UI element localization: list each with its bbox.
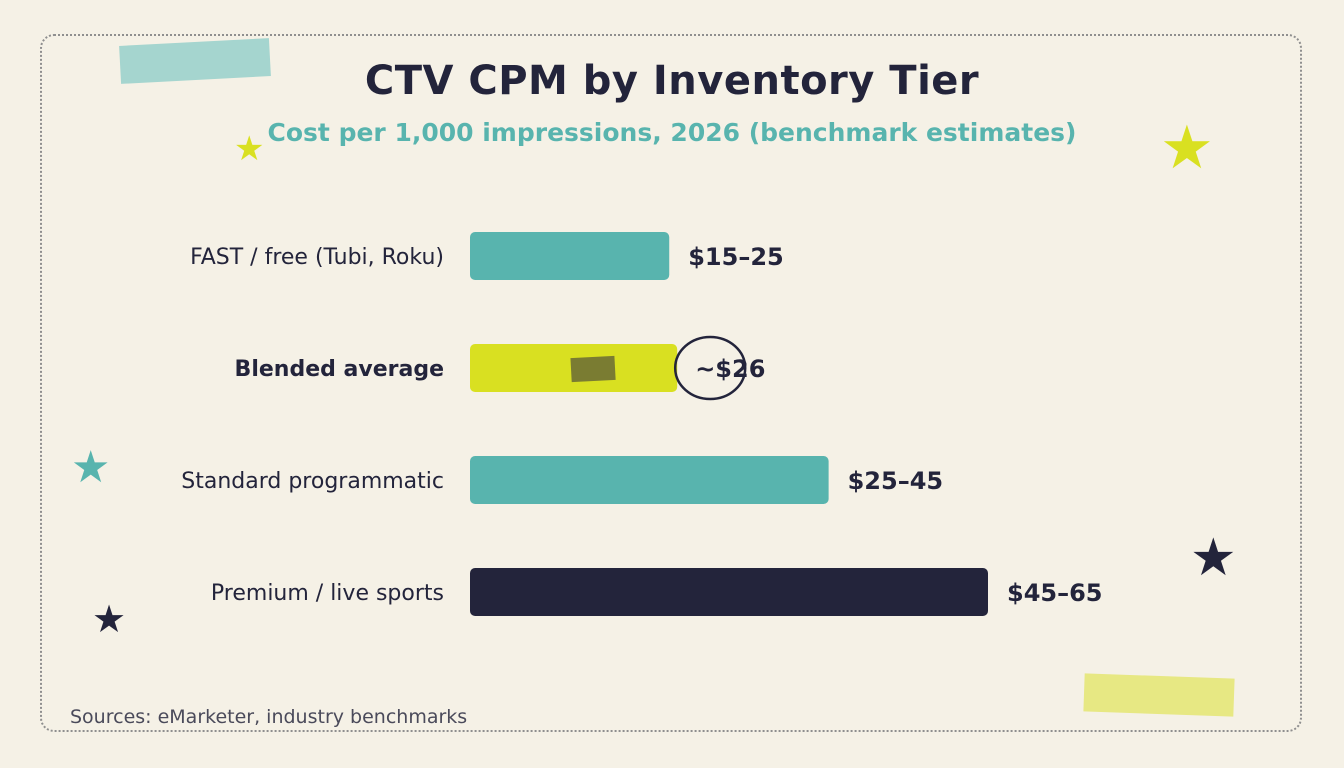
star-icon: ★: [234, 129, 265, 169]
value-label: $45–65: [1007, 579, 1103, 607]
value-label: ~$26: [695, 355, 765, 383]
star-icon: ★: [1190, 528, 1237, 588]
category-label: Blended average: [235, 357, 444, 382]
value-label: $25–45: [848, 467, 944, 495]
category-label: FAST / free (Tubi, Roku): [190, 245, 444, 270]
star-icon: ★: [71, 442, 111, 493]
chart-title: CTV CPM by Inventory Tier: [364, 58, 980, 104]
bar: [470, 568, 988, 616]
marker-highlight: [570, 355, 616, 383]
category-label: Standard programmatic: [181, 469, 444, 494]
chart-frame: [40, 34, 1302, 732]
bar: [470, 232, 670, 280]
circle-annotation: [673, 335, 747, 401]
chart-subtitle: Cost per 1,000 impressions, 2026 (benchm…: [267, 118, 1077, 147]
source-note: Sources: eMarketer, industry benchmarks: [70, 706, 468, 728]
category-label: Premium / live sports: [211, 581, 444, 606]
bar: [470, 456, 829, 504]
star-icon: ★: [1160, 113, 1214, 183]
star-icon: ★: [92, 597, 127, 641]
value-label: $15–25: [688, 243, 784, 271]
